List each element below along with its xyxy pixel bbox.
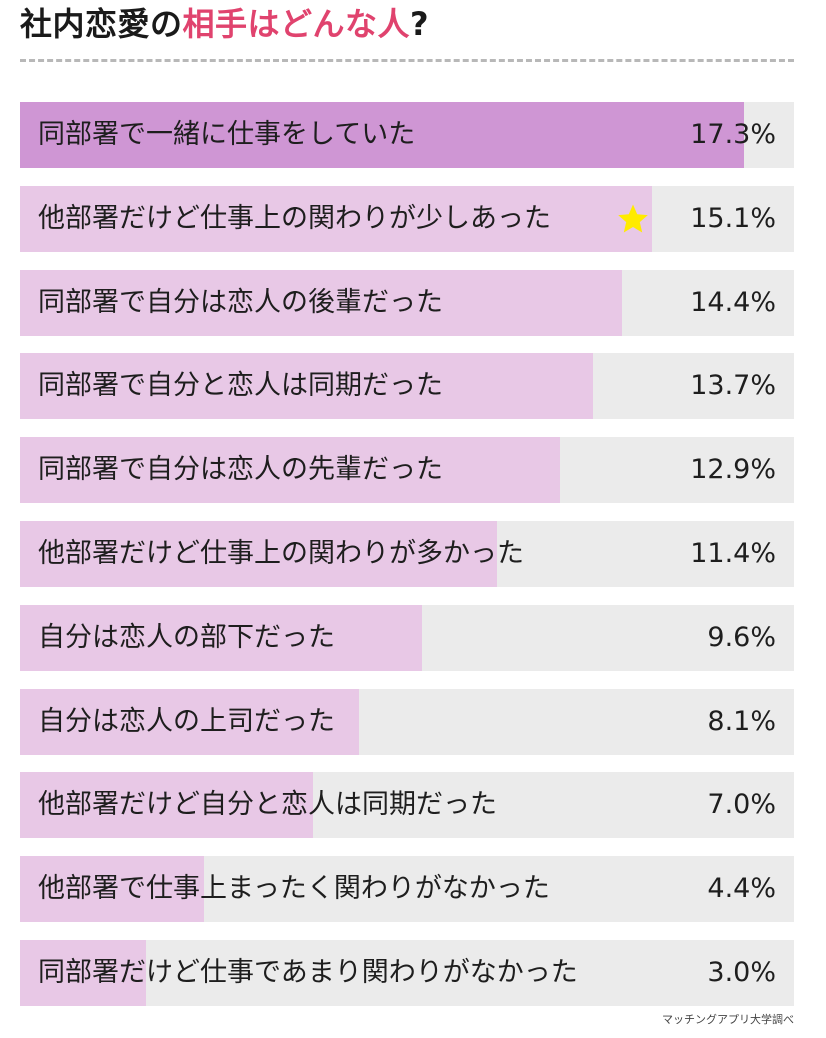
bar-row: 他部署だけど仕事上の関わりが多かった 11.4% xyxy=(20,521,794,587)
title-accent-text: 相手はどんな人 xyxy=(182,5,411,43)
bar-category-label: 他部署で仕事上まったく関わりがなかった xyxy=(38,873,550,904)
source-note: マッチングアプリ大学調べ xyxy=(662,1013,794,1026)
bar xyxy=(20,940,146,1006)
title-question-mark: ? xyxy=(410,5,430,43)
title-text: 社内恋愛の xyxy=(20,5,183,43)
bar-row: 同部署で自分は恋人の先輩だった 12.9% xyxy=(20,437,794,503)
bar xyxy=(20,186,652,252)
bar-row: 他部署だけど自分と恋人は同期だった 7.0% xyxy=(20,772,794,838)
bar-value-label: 11.4% xyxy=(690,538,776,569)
bar-category-label: 同部署で自分は恋人の後輩だった xyxy=(38,287,443,318)
bar-value-label: 13.7% xyxy=(690,370,776,401)
bar xyxy=(20,772,313,838)
bar-row: 他部署で仕事上まったく関わりがなかった 4.4% xyxy=(20,856,794,922)
bar-category-label: 同部署だけど仕事であまり関わりがなかった xyxy=(38,957,578,988)
bar-value-label: 8.1% xyxy=(707,706,776,737)
star-icon xyxy=(618,204,648,233)
bar xyxy=(20,856,204,922)
bar-category-label: 他部署だけど自分と恋人は同期だった xyxy=(38,789,497,820)
bar-value-label: 9.6% xyxy=(707,622,776,653)
bar-value-label: 4.4% xyxy=(707,873,776,904)
bar-row: 同部署で自分と恋人は同期だった 13.7% xyxy=(20,353,794,419)
bar xyxy=(20,689,359,755)
bar xyxy=(20,353,593,419)
bar-category-label: 同部署で自分と恋人は同期だった xyxy=(38,370,443,401)
bar-category-label: 他部署だけど仕事上の関わりが少しあった xyxy=(38,203,551,234)
bar-value-label: 12.9% xyxy=(690,454,776,485)
bar xyxy=(20,437,560,503)
bar-value-label: 14.4% xyxy=(690,287,776,318)
bar-category-label: 他部署だけど仕事上の関わりが多かった xyxy=(38,538,524,569)
bar-category-label: 同部署で一緒に仕事をしていた xyxy=(38,119,416,150)
bar-row: 同部署で一緒に仕事をしていた 17.3% xyxy=(20,102,794,168)
dashed-divider xyxy=(20,59,794,62)
chart-title: 社内恋愛の相手はどんな人? xyxy=(20,4,429,44)
bar-value-label: 15.1% xyxy=(690,203,776,234)
bar-category-label: 同部署で自分は恋人の先輩だった xyxy=(38,454,443,485)
bar-category-label: 自分は恋人の部下だった xyxy=(38,622,335,653)
bar-row: 他部署だけど仕事上の関わりが少しあった 15.1% xyxy=(20,186,794,252)
bar-value-label: 7.0% xyxy=(707,789,776,820)
bar xyxy=(20,102,744,168)
bar-category-label: 自分は恋人の上司だった xyxy=(38,706,335,737)
bar-row: 同部署だけど仕事であまり関わりがなかった 3.0% xyxy=(20,940,794,1006)
bar-value-label: 3.0% xyxy=(707,957,776,988)
bar xyxy=(20,605,422,671)
bar-chart: 同部署で一緒に仕事をしていた 17.3% 他部署だけど仕事上の関わりが少しあった 15… xyxy=(20,102,794,1007)
bar xyxy=(20,270,622,336)
bar-row: 自分は恋人の部下だった 9.6% xyxy=(20,605,794,671)
bar-value-label: 17.3% xyxy=(690,119,776,150)
bar xyxy=(20,521,497,587)
bar-row: 同部署で自分は恋人の後輩だった 14.4% xyxy=(20,270,794,336)
bar-row: 自分は恋人の上司だった 8.1% xyxy=(20,689,794,755)
